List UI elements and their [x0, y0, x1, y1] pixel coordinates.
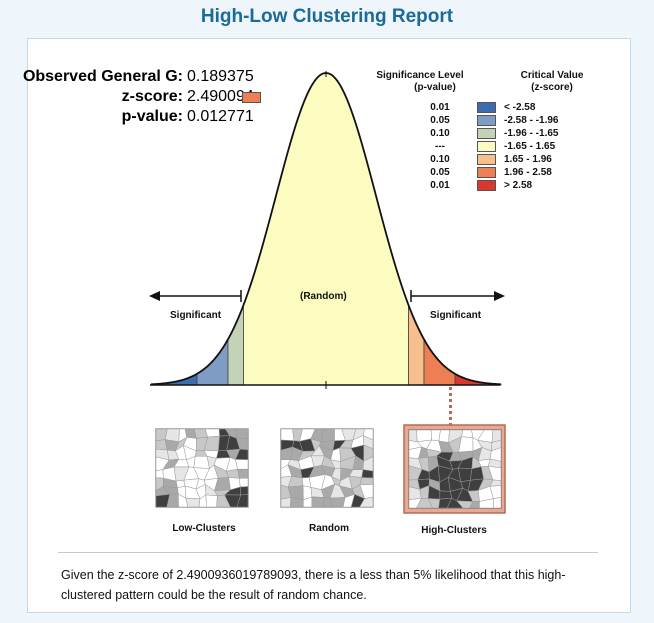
zscore-value: 2.490094 — [187, 88, 254, 105]
zscore-label: z-score: — [121, 88, 183, 105]
map-polygon — [416, 429, 432, 443]
map-polygon — [280, 497, 292, 508]
right-arrowhead — [494, 291, 505, 301]
map-polygon — [439, 490, 453, 500]
pvalue-value: 0.012771 — [187, 108, 254, 125]
high-clusters-label: High-Clusters — [421, 525, 487, 536]
normal-curve-diagram — [149, 71, 506, 514]
legend-pvalue: 0.10 — [430, 128, 450, 139]
random-map — [280, 428, 374, 508]
legend-pvalue: 0.05 — [430, 115, 450, 126]
map-polygon — [204, 428, 220, 438]
legend-row: 0.05 1.96 - 2.58 — [422, 166, 602, 179]
map-polygon — [493, 496, 502, 509]
legend-color-swatch — [477, 167, 496, 178]
significant-left-label: Significant — [170, 310, 222, 321]
map-polygon — [240, 486, 249, 496]
map-polygon — [280, 428, 295, 441]
legend-row: 0.01 > 2.58 — [422, 179, 602, 192]
map-polygon — [155, 469, 164, 479]
map-polygon — [457, 467, 473, 483]
legend-critical-value: > 2.58 — [504, 180, 533, 191]
curve-region — [227, 304, 244, 386]
report-panel: Observed General G: 0.189375 z-score: 2.… — [23, 38, 631, 613]
curve-region — [243, 72, 409, 386]
summary-divider — [58, 552, 598, 553]
pvalue-label: p-value: — [121, 108, 183, 125]
legend-row: --- -1.65 - 1.65 — [422, 140, 602, 153]
random-map-label: Random — [309, 523, 349, 534]
map-polygon — [359, 496, 374, 508]
map-polygon — [185, 497, 201, 508]
significant-right-label: Significant — [430, 310, 482, 321]
map-polygon — [237, 468, 249, 479]
legend-row: 0.05 -2.58 - -1.96 — [422, 114, 602, 127]
legend-row: 0.10 -1.96 - -1.65 — [422, 127, 602, 140]
map-polygon — [438, 429, 450, 443]
map-polygon — [205, 494, 218, 508]
legend-critical-value: 1.96 - 2.58 — [504, 167, 552, 178]
critical-value-header-line1: Critical Value — [520, 70, 584, 81]
zscore-row: z-score: — [28, 89, 183, 105]
legend-color-swatch — [477, 102, 496, 113]
legend-pvalue: 0.01 — [430, 180, 450, 191]
low-clusters-label: Low-Clusters — [172, 523, 236, 534]
legend-critical-value: < -2.58 — [504, 102, 536, 113]
map-polygon — [239, 477, 249, 488]
zscore-color-swatch — [242, 92, 261, 103]
legend-pvalue: 0.05 — [430, 167, 450, 178]
summary-text: Given the z-score of 2.4900936019789093,… — [61, 568, 566, 602]
legend-row: 0.10 1.65 - 1.96 — [422, 153, 602, 166]
legend-color-swatch — [477, 115, 496, 126]
map-polygon — [361, 469, 374, 479]
map-polygon — [193, 455, 210, 469]
map-polygon — [458, 436, 474, 453]
map-polygon — [236, 428, 249, 440]
map-polygon — [236, 494, 249, 508]
legend-color-swatch — [477, 154, 496, 165]
legend-pvalue: 0.01 — [430, 102, 450, 113]
critical-value-header-line2: (z-score) — [531, 82, 573, 93]
legend-pvalue: --- — [435, 141, 445, 152]
general-g-value: 0.189375 — [187, 68, 254, 85]
random-label: (Random) — [300, 291, 347, 302]
legend-pvalue: 0.10 — [430, 154, 450, 165]
low-clusters-map — [155, 428, 249, 508]
map-polygon — [320, 428, 335, 443]
legend-critical-value: -1.96 - -1.65 — [504, 128, 559, 139]
map-polygon — [235, 459, 249, 470]
legend-color-swatch — [477, 141, 496, 152]
pvalue-row: p-value: — [28, 109, 183, 125]
map-polygon — [311, 496, 325, 508]
general-g-label: Observed General G: — [22, 68, 183, 85]
map-polygon — [408, 429, 418, 443]
high-clusters-map — [408, 429, 502, 509]
critical-value-header: Critical Value (z-score) — [512, 70, 592, 94]
left-arrowhead — [149, 291, 160, 301]
curve-region — [408, 304, 425, 386]
legend-critical-value: -1.65 - 1.65 — [504, 141, 556, 152]
legend-color-swatch — [477, 180, 496, 191]
significance-header-line1: Significance Level — [376, 70, 464, 81]
general-g-row: Observed General G: — [23, 69, 183, 85]
report-title: High-Low Clustering Report — [200, 6, 454, 27]
significance-header: Significance Level (p-value) — [370, 70, 470, 94]
legend-critical-value: -2.58 - -1.96 — [504, 115, 559, 126]
significance-header-line2: (p-value) — [414, 82, 456, 93]
legend-row: 0.01 < -2.58 — [422, 101, 602, 114]
map-polygon — [329, 497, 346, 508]
map-polygon — [359, 477, 374, 486]
legend-critical-value: 1.65 - 1.96 — [504, 154, 552, 165]
legend-color-swatch — [477, 128, 496, 139]
